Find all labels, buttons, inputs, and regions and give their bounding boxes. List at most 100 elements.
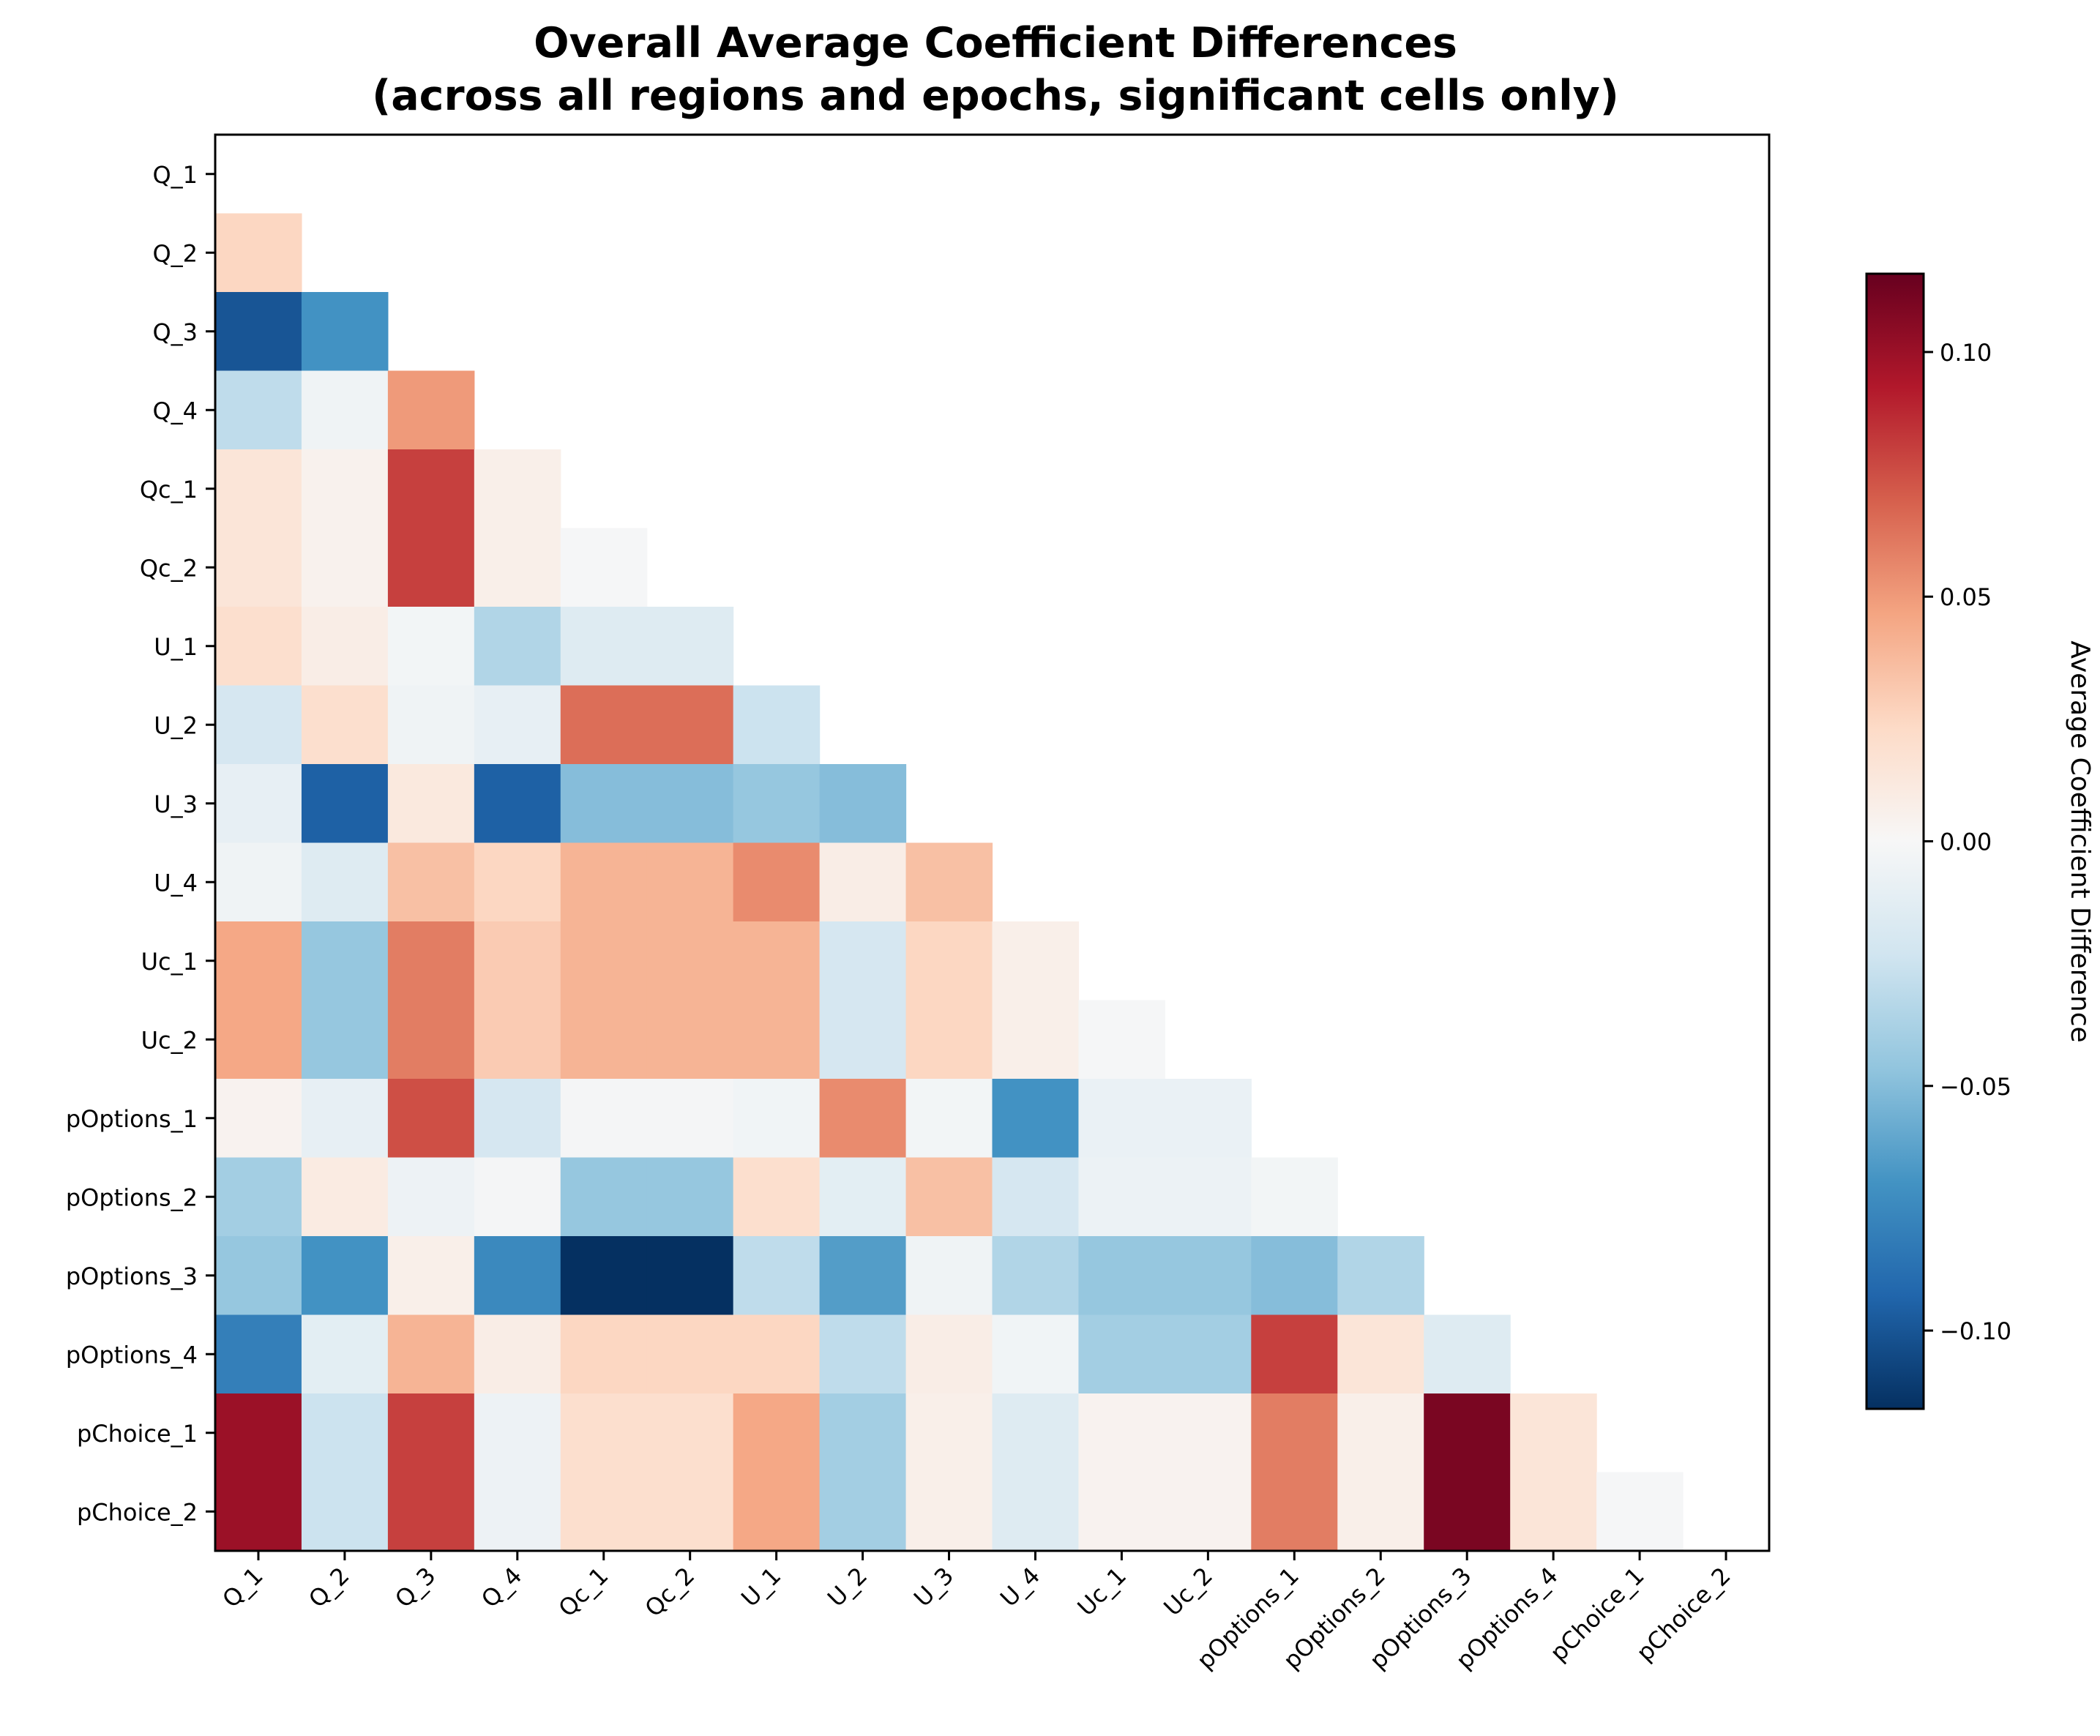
heatmap-cell-U_4-Q_4	[474, 842, 561, 922]
heatmap-cell-pOptions_4-Qc_1	[560, 1314, 648, 1394]
heatmap-cell-pOptions_1-Q_1	[215, 1079, 302, 1159]
heatmap-cell-pChoice_2-Uc_1	[1078, 1472, 1165, 1552]
heatmap-cell-pChoice_1-U_3	[905, 1393, 993, 1473]
heatmap-cell-pOptions_2-Uc_2	[1165, 1157, 1252, 1237]
heatmap-cell-Qc_2-Q_3	[387, 528, 475, 607]
heatmap-cell-Qc_1-Q_3	[387, 449, 475, 529]
y-tick-label: pChoice_1	[77, 1420, 198, 1448]
heatmap-cell-pOptions_4-Q_2	[301, 1314, 389, 1394]
heatmap-cell-Qc_2-Q_2	[301, 528, 389, 607]
heatmap-cell-pChoice_2-pOptions_2	[1337, 1472, 1424, 1552]
heatmap-cell-pChoice_1-pOptions_4	[1510, 1393, 1597, 1473]
heatmap-cell-U_1-Q_2	[301, 607, 389, 686]
heatmap-cell-pChoice_1-U_1	[733, 1393, 821, 1473]
heatmap-cell-Qc_2-Q_4	[474, 528, 561, 607]
heatmap-cell-U_2-Q_3	[387, 685, 475, 765]
y-tick-label: Q_4	[152, 397, 198, 424]
heatmap-cell-pOptions_3-pOptions_1	[1251, 1236, 1338, 1316]
heatmap-cell-U_3-U_1	[733, 764, 821, 844]
y-tick-label: Qc_1	[140, 476, 198, 504]
heatmap-cell-U_4-U_1	[733, 842, 821, 922]
heatmap-cell-pOptions_2-Qc_2	[646, 1157, 734, 1237]
heatmap-cell-U_1-Q_4	[474, 607, 561, 686]
heatmap-cell-U_4-Q_2	[301, 842, 389, 922]
y-tick-label: U_3	[154, 790, 198, 818]
heatmap-cell-pOptions_2-Q_3	[387, 1157, 475, 1237]
heatmap-cell-Uc_2-Q_3	[387, 1000, 475, 1080]
heatmap-cell-pOptions_4-Q_3	[387, 1314, 475, 1394]
heatmap-cell-pOptions_4-U_4	[992, 1314, 1080, 1394]
y-tick-label: pOptions_4	[66, 1341, 198, 1369]
heatmap-cell-pOptions_4-Qc_2	[646, 1314, 734, 1394]
heatmap-cell-pOptions_1-Q_3	[387, 1079, 475, 1159]
heatmap-cell-Uc_1-Qc_2	[646, 921, 734, 1001]
heatmap-cell-Qc_1-Q_4	[474, 449, 561, 529]
heatmap-cell-Qc_1-Q_2	[301, 449, 389, 529]
heatmap-cell-U_2-Q_4	[474, 685, 561, 765]
heatmap-cell-Uc_2-Uc_1	[1078, 1000, 1165, 1080]
x-axis: Q_1 Q_2 Q_3 Q_4 Qc_1 Qc_2 U_1 U_2 U_3 U_4 Uc_1 Uc_2…	[217, 1551, 1736, 1675]
heatmap-cell-pOptions_3-Q_1	[215, 1236, 302, 1316]
y-tick-label: pOptions_1	[66, 1105, 198, 1133]
heatmap-cell-pOptions_3-Q_2	[301, 1236, 389, 1316]
heatmap-cell-pOptions_1-Q_2	[301, 1079, 389, 1159]
heatmap-cell-U_4-Qc_1	[560, 842, 648, 922]
x-tick-label: Q_2	[303, 1562, 354, 1613]
plot-frame	[214, 133, 1771, 1552]
y-tick-label: Qc_2	[140, 554, 198, 582]
heatmap-cell-pOptions_2-U_1	[733, 1157, 821, 1237]
heatmap-cell-Q_4-Q_1	[215, 370, 302, 450]
colorbar-ticks: 0.10 0.05 0.00 −0.05 −0.10	[1924, 339, 2011, 1345]
heatmap-cells	[215, 213, 1684, 1552]
heatmap-cell-pOptions_1-Qc_2	[646, 1079, 734, 1159]
heatmap-cell-pOptions_1-Uc_1	[1078, 1079, 1165, 1159]
y-tick-label: pOptions_2	[66, 1183, 198, 1211]
heatmap-cell-pOptions_4-pOptions_2	[1337, 1314, 1424, 1394]
heatmap-cell-pOptions_4-U_1	[733, 1314, 821, 1394]
heatmap-cell-Uc_2-Qc_1	[560, 1000, 648, 1080]
x-tick-label: pChoice_2	[1631, 1562, 1736, 1667]
heatmap-cell-pChoice_1-pOptions_1	[1251, 1393, 1338, 1473]
heatmap-cell-U_4-Qc_2	[646, 842, 734, 922]
heatmap-cell-pOptions_3-U_1	[733, 1236, 821, 1316]
heatmap-cell-pOptions_3-U_3	[905, 1236, 993, 1316]
heatmap-cell-Uc_1-U_1	[733, 921, 821, 1001]
heatmap-cell-pOptions_4-Uc_2	[1165, 1314, 1252, 1394]
heatmap-cell-pChoice_1-pOptions_2	[1337, 1393, 1424, 1473]
colorbar-gradient	[1865, 272, 1925, 1410]
heatmap-cell-Q_4-Q_3	[387, 370, 475, 450]
y-axis: Q_1 Q_2 Q_3 Q_4 Qc_1 Qc_2 U_1 U_2 U_3 U_4 Uc_1 Uc_2…	[66, 161, 215, 1526]
heatmap-cell-Uc_2-Q_1	[215, 1000, 302, 1080]
heatmap-cell-U_4-Q_3	[387, 842, 475, 922]
x-tick-label: U_1	[736, 1562, 786, 1612]
heatmap-cell-Uc_2-Qc_2	[646, 1000, 734, 1080]
heatmap-cell-Uc_2-Q_4	[474, 1000, 561, 1080]
heatmap-cell-pChoice_1-Qc_1	[560, 1393, 648, 1473]
heatmap-cell-pChoice_2-Q_1	[215, 1472, 302, 1552]
heatmap-cell-pOptions_2-Q_4	[474, 1157, 561, 1237]
heatmap-cell-pOptions_3-U_2	[819, 1236, 907, 1316]
heatmap-cell-pChoice_2-Q_4	[474, 1472, 561, 1552]
chart-title-line-2: (across all regions and epochs, signific…	[372, 72, 1619, 120]
x-tick-label: Qc_1	[553, 1562, 614, 1623]
heatmap-cell-Qc_2-Q_1	[215, 528, 302, 607]
heatmap-cell-Q_3-Q_1	[215, 292, 302, 372]
heatmap-cell-pChoice_1-Uc_2	[1165, 1393, 1252, 1473]
y-tick-label: Q_3	[152, 318, 198, 346]
heatmap-cell-pOptions_1-Qc_1	[560, 1079, 648, 1159]
heatmap-cell-U_3-Q_3	[387, 764, 475, 844]
heatmap-cell-pOptions_4-pOptions_3	[1424, 1314, 1511, 1394]
heatmap-cell-Uc_1-U_4	[992, 921, 1080, 1001]
heatmap-cell-U_4-Q_1	[215, 842, 302, 922]
colorbar-tick-label: 0.10	[1940, 339, 1992, 367]
heatmap-cell-Uc_1-Qc_1	[560, 921, 648, 1001]
heatmap-cell-pChoice_2-U_1	[733, 1472, 821, 1552]
y-tick-label: Q_2	[152, 239, 198, 267]
heatmap-cell-pOptions_4-U_2	[819, 1314, 907, 1394]
heatmap-cell-Qc_1-Q_1	[215, 449, 302, 529]
heatmap-cell-pChoice_2-Q_3	[387, 1472, 475, 1552]
heatmap-cell-Q_2-Q_1	[215, 213, 302, 293]
heatmap-cell-pOptions_2-Qc_1	[560, 1157, 648, 1237]
y-tick-label: pOptions_3	[66, 1262, 198, 1290]
